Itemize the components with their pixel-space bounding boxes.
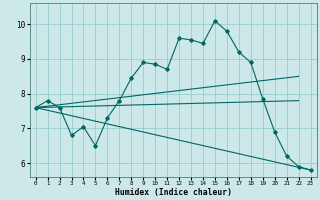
X-axis label: Humidex (Indice chaleur): Humidex (Indice chaleur) bbox=[115, 188, 232, 197]
